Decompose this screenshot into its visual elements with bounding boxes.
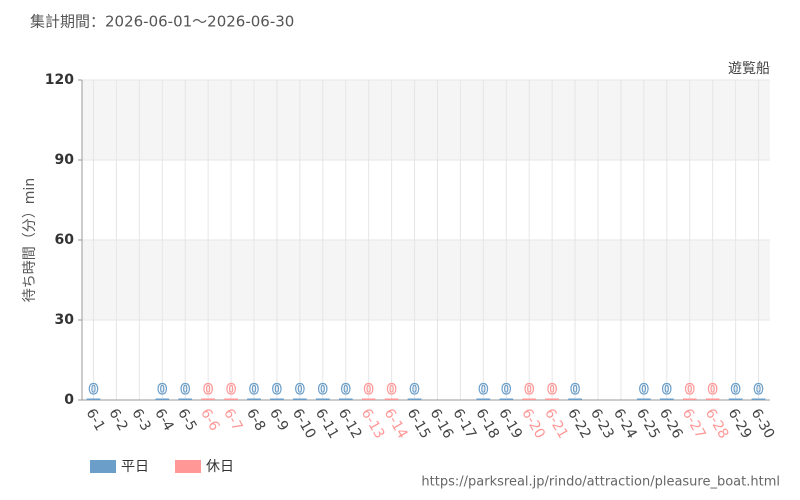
plot-band	[82, 80, 770, 160]
x-tick-label: 6-6	[197, 406, 222, 434]
x-tick-label: 6-23	[587, 406, 617, 442]
x-tick-label: 6-29	[725, 406, 755, 442]
bar	[247, 398, 261, 400]
data-label: 0	[662, 382, 672, 398]
legend-label: 休日	[206, 459, 234, 475]
x-tick-label: 6-7	[220, 406, 245, 434]
data-label: 0	[295, 382, 305, 398]
x-tick-label: 6-30	[748, 406, 778, 442]
data-label: 0	[524, 382, 534, 398]
bar	[476, 398, 491, 400]
x-tick-label: 6-25	[633, 406, 663, 442]
x-tick-label: 6-9	[266, 406, 291, 434]
data-label: 0	[731, 382, 741, 398]
bar	[636, 398, 651, 400]
bar	[659, 398, 674, 400]
bar	[384, 398, 399, 400]
x-tick-label: 6-8	[243, 406, 268, 434]
x-tick-label: 6-26	[656, 406, 686, 442]
x-tick-label: 6-10	[289, 406, 319, 442]
x-tick-label: 6-20	[518, 406, 548, 442]
data-label: 0	[157, 382, 167, 398]
x-tick-label: 6-19	[495, 406, 525, 442]
data-label: 0	[547, 382, 557, 398]
bar	[728, 398, 743, 400]
bar	[338, 398, 353, 400]
data-label: 0	[478, 382, 488, 398]
x-tick-label: 6-28	[702, 406, 732, 442]
bar	[270, 398, 284, 400]
data-label: 0	[754, 382, 764, 398]
bar	[315, 398, 330, 400]
x-tick-label: 6-17	[449, 406, 479, 442]
legend-swatch	[90, 460, 116, 473]
x-tick-label: 6-3	[128, 406, 153, 434]
bar	[224, 398, 238, 400]
chart-title: 集計期間：2026-06-01～2026-06-30	[30, 13, 294, 31]
data-label: 0	[89, 382, 99, 398]
data-label: 0	[272, 382, 282, 398]
bar	[178, 398, 193, 400]
x-tick-label: 6-24	[610, 406, 640, 442]
x-tick-label: 6-14	[381, 406, 411, 442]
x-tick-label: 6-22	[564, 406, 594, 442]
data-label: 0	[341, 382, 351, 398]
bar	[545, 398, 560, 400]
x-tick-label: 6-13	[358, 406, 388, 442]
data-label: 0	[180, 382, 190, 398]
data-label: 0	[387, 382, 397, 398]
x-tick-label: 6-12	[335, 406, 365, 442]
bar	[499, 398, 514, 400]
y-tick-label: 90	[55, 152, 75, 168]
legend-label: 平日	[121, 459, 149, 475]
x-tick-label: 6-21	[541, 406, 571, 442]
bar	[568, 398, 582, 400]
y-tick-label: 0	[64, 392, 74, 408]
x-tick-label: 6-16	[427, 406, 457, 442]
data-label: 0	[249, 382, 259, 398]
bar	[522, 398, 537, 400]
bar	[682, 398, 697, 400]
x-tick-label: 6-1	[83, 406, 108, 434]
data-label: 0	[226, 382, 236, 398]
plot-band	[82, 240, 770, 320]
data-label: 0	[410, 382, 420, 398]
data-label: 0	[203, 382, 213, 398]
x-tick-label: 6-18	[472, 406, 502, 442]
data-label: 0	[570, 382, 580, 398]
bar	[407, 398, 422, 400]
x-tick-label: 6-5	[174, 406, 199, 434]
bar	[155, 398, 170, 400]
data-label: 0	[685, 382, 695, 398]
bar	[751, 398, 766, 400]
data-label: 0	[318, 382, 328, 398]
bar	[86, 398, 101, 400]
data-label: 0	[639, 382, 649, 398]
data-label: 0	[364, 382, 374, 398]
x-tick-label: 6-2	[105, 406, 130, 434]
x-tick-label: 6-11	[312, 406, 342, 442]
bar	[705, 398, 720, 400]
legend-swatch	[175, 460, 201, 473]
y-tick-label: 60	[55, 232, 75, 248]
chart-subtitle: 遊覧船	[728, 60, 770, 77]
y-tick-label: 30	[55, 312, 75, 328]
data-label: 0	[501, 382, 511, 398]
bar	[361, 398, 376, 400]
x-tick-label: 6-4	[151, 406, 176, 434]
y-axis-label: 待ち時間（分）min	[22, 178, 38, 302]
source-url: https://parksreal.jp/rindo/attraction/pl…	[421, 475, 780, 490]
bar	[201, 398, 216, 400]
x-tick-label: 6-27	[679, 406, 709, 442]
bar	[292, 398, 307, 400]
x-tick-label: 6-15	[404, 406, 434, 442]
data-label: 0	[708, 382, 718, 398]
y-tick-label: 120	[45, 72, 74, 88]
